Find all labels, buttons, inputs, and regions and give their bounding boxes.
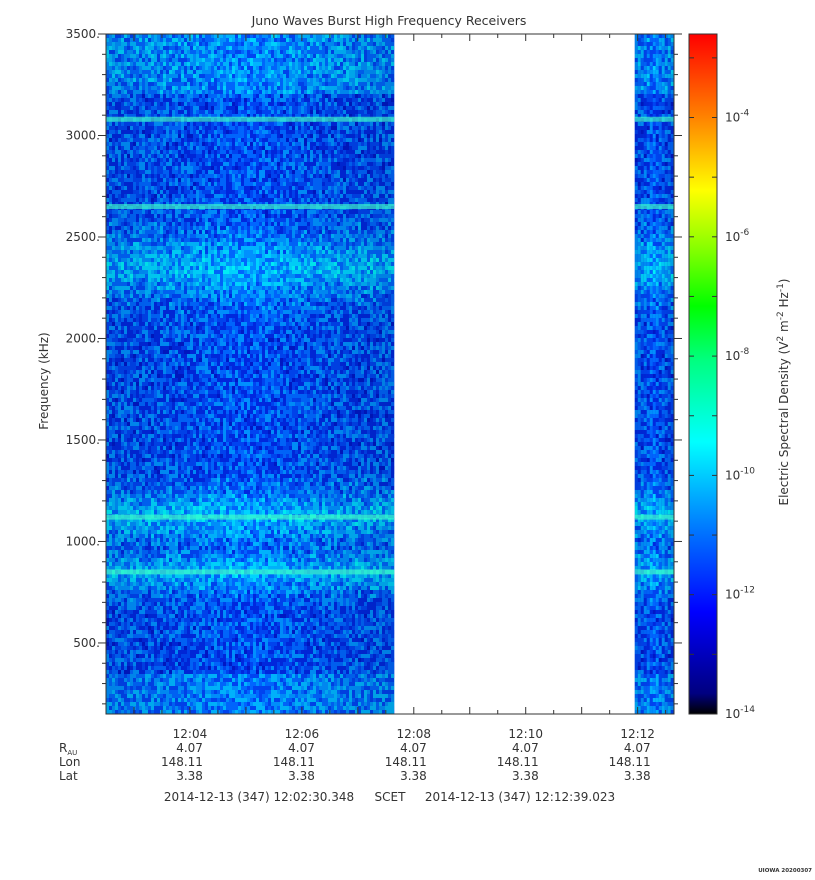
ephemeris-value: 3.38 (288, 769, 315, 783)
colorbar: 10-4 10-6 10-8 10-10 10-12 10-14 Electric Spe… (688, 33, 791, 721)
ephemeris-value: 148.11 (273, 755, 315, 769)
spectrogram-segments (106, 34, 674, 714)
x-tick-label: 12:06 (285, 727, 320, 741)
emission-line (106, 514, 395, 520)
x-tick-label: 12:04 (173, 727, 208, 741)
colorbar-tick-label: 10-14 (725, 705, 755, 721)
ephemeris-value: 3.38 (176, 769, 203, 783)
colorbar-tick-label: 10-4 (725, 109, 750, 125)
footer-stamp: UIOWA 20200307 (758, 868, 812, 874)
emission-line (106, 116, 395, 122)
ephemeris-value: 148.11 (161, 755, 203, 769)
spectrogram-segment (106, 34, 395, 714)
ephemeris-row-label: Lon (59, 755, 80, 769)
colorbar-label: Electric Spectral Density (V2 m-2 Hz-1) (776, 278, 791, 505)
colorbar-tick-label: 10-8 (725, 347, 750, 363)
ephemeris-value: 148.11 (609, 755, 651, 769)
y-tick-label: 1500. (66, 433, 100, 447)
y-tick-label: 2500. (66, 230, 100, 244)
y-tick-label: 3000. (66, 128, 100, 142)
y-tick-label: 1000. (66, 534, 100, 548)
ephemeris-value: 4.07 (512, 741, 539, 755)
ephemeris-table: RAU 4.07 4.07 4.07 4.07 4.07 Lon 148.11 148.11 14… (59, 741, 651, 783)
y-axis-label: Frequency (kHz) (37, 332, 51, 429)
colorbar-tick-label: 10-10 (725, 466, 755, 482)
ephemeris-row-label: RAU (59, 741, 77, 757)
ephemeris-value: 3.38 (400, 769, 427, 783)
ephemeris-value: 148.11 (497, 755, 539, 769)
colorbar-gradient (688, 33, 718, 715)
y-tick-label: 500. (73, 636, 100, 650)
colorbar-ticks: 10-4 10-6 10-8 10-10 10-12 10-14 (689, 57, 755, 721)
x-axis: 12:04 12:06 12:08 12:10 12:12 (133, 34, 667, 741)
x-tick-label: 12:08 (396, 727, 431, 741)
emission-line (106, 204, 395, 210)
emission-line (634, 514, 674, 520)
ephemeris-value: 4.07 (288, 741, 315, 755)
chart-title: Juno Waves Burst High Frequency Receiver… (251, 13, 527, 28)
x-tick-label: 12:10 (508, 727, 543, 741)
y-axis: 500. 1000. 1500. 2000. 2500. 3000. 3500. (66, 27, 682, 705)
colorbar-tick-label: 10-12 (725, 586, 755, 602)
y-tick-label: 2000. (66, 331, 100, 345)
emission-line (106, 569, 395, 575)
x-tick-label: 12:12 (620, 727, 655, 741)
ephemeris-value: 3.38 (624, 769, 651, 783)
plot-frame (105, 33, 675, 715)
plot-area: 500. 1000. 1500. 2000. 2500. 3000. 3500. 12:04… (66, 27, 682, 741)
ephemeris-value: 4.07 (624, 741, 651, 755)
time-frame: SCET (375, 790, 407, 804)
emission-line (634, 116, 674, 122)
spectrogram-segment (634, 34, 674, 714)
time-end: 2014-12-13 (347) 12:12:39.023 (425, 790, 615, 804)
ephemeris-value: 4.07 (176, 741, 203, 755)
time-start: 2014-12-13 (347) 12:02:30.348 (164, 790, 354, 804)
colorbar-tick-label: 10-6 (725, 228, 750, 244)
y-tick-label: 3500. (66, 27, 100, 41)
emission-line (634, 569, 674, 575)
emission-line (634, 204, 674, 210)
time-range-footer: 2014-12-13 (347) 12:02:30.348 SCET 2014-… (164, 790, 615, 804)
ephemeris-value: 4.07 (400, 741, 427, 755)
ephemeris-value: 3.38 (512, 769, 539, 783)
ephemeris-row-label: Lat (59, 769, 78, 783)
ephemeris-value: 148.11 (385, 755, 427, 769)
